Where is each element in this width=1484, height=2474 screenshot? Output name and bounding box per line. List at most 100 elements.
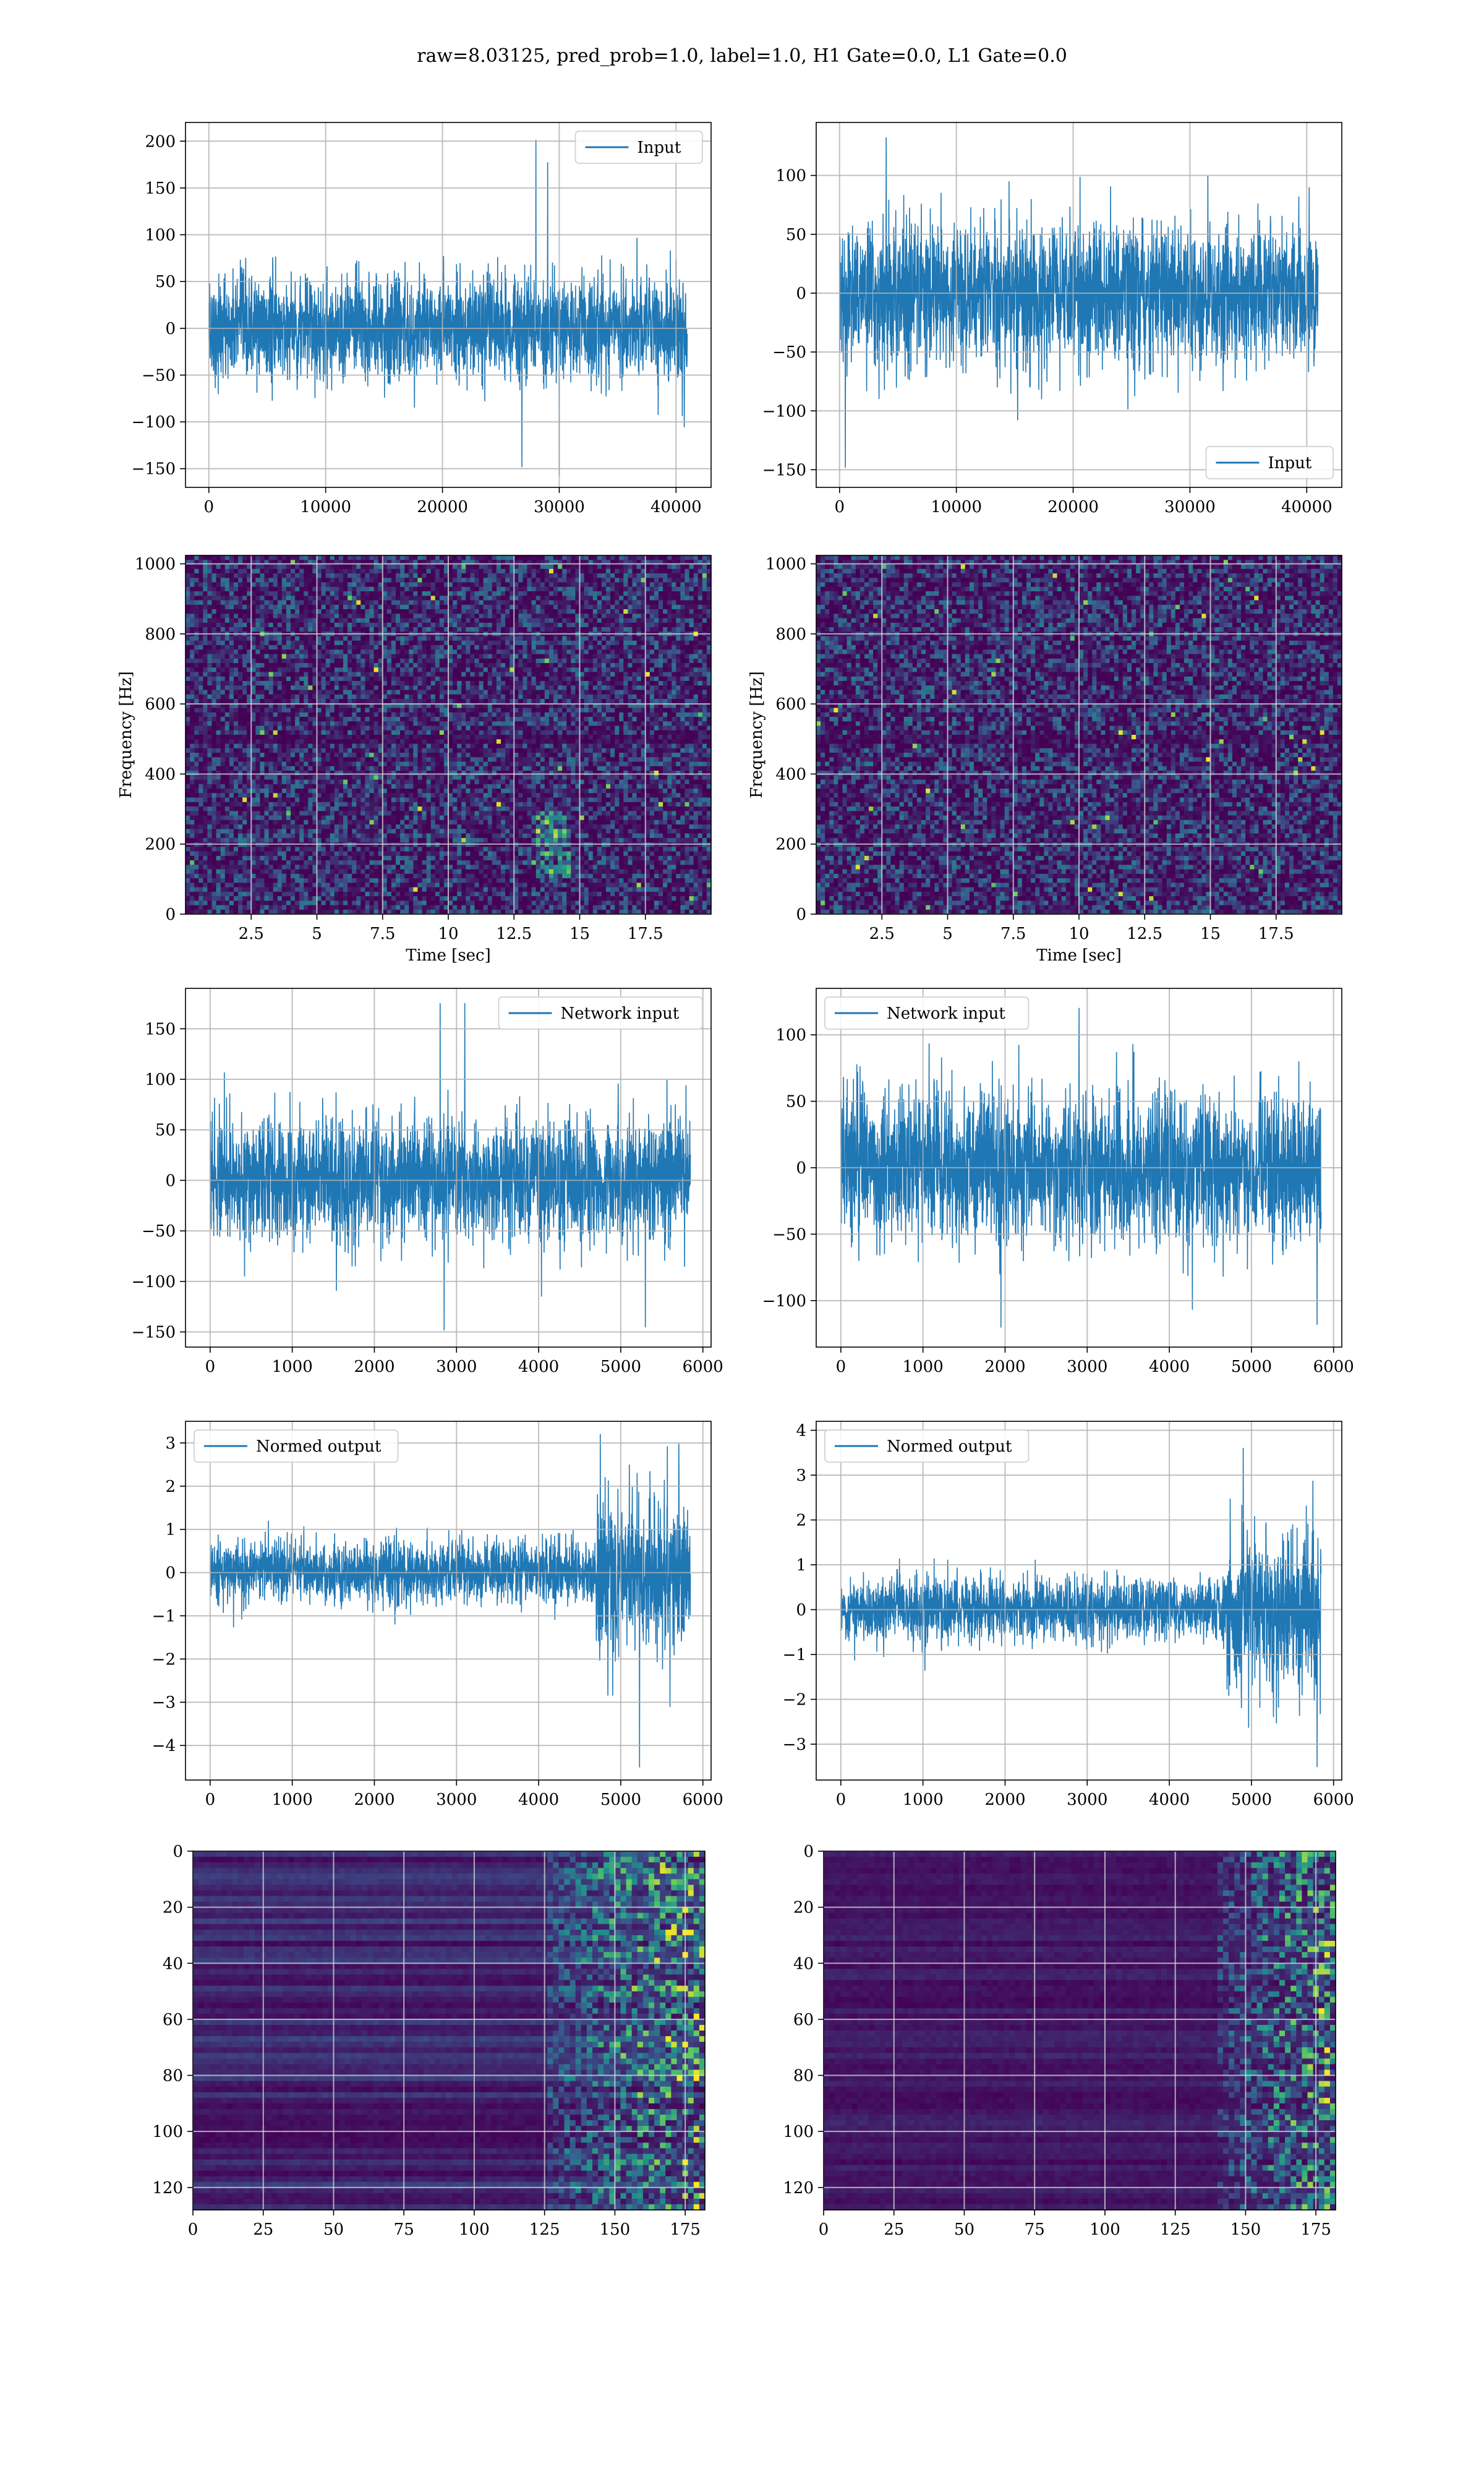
x-tick-label: 4000 — [518, 1791, 559, 1809]
y-tick-label: 0 — [165, 1564, 176, 1583]
y-tick-label: 2 — [796, 1512, 806, 1530]
y-tick-label: −1 — [783, 1646, 806, 1664]
x-tick-label: 40000 — [1281, 498, 1333, 516]
y-axis-label: Frequency [Hz] — [117, 671, 135, 798]
y-tick-label: −100 — [132, 413, 176, 432]
x-tick-label: 150 — [600, 2220, 631, 2239]
x-tick-label: 5 — [312, 925, 322, 943]
y-tick-label: −4 — [152, 1737, 176, 1755]
x-tick-label: 10 — [1068, 925, 1089, 943]
x-tick-label: 17.5 — [628, 925, 663, 943]
x-tick-label: 4000 — [518, 1358, 559, 1376]
y-tick-label: 0 — [165, 320, 176, 338]
axes-frame — [823, 1851, 1336, 2211]
y-tick-label: −100 — [762, 1292, 806, 1311]
x-tick-label: 40000 — [650, 498, 702, 516]
x-tick-label: 10000 — [300, 498, 351, 516]
x-tick-label: 10 — [438, 925, 458, 943]
x-tick-label: 1000 — [903, 1791, 944, 1809]
x-tick-label: 3000 — [1067, 1791, 1107, 1809]
y-tick-label: −3 — [152, 1693, 176, 1712]
x-tick-label: 2000 — [354, 1358, 394, 1376]
x-tick-label: 100 — [1090, 2220, 1120, 2239]
y-tick-label: 80 — [793, 2067, 814, 2086]
y-tick-label: 1 — [796, 1556, 806, 1575]
x-tick-label: 175 — [1300, 2220, 1331, 2239]
legend-label: Input — [638, 139, 681, 157]
x-tick-label: 25 — [253, 2220, 273, 2239]
subplot-8: 0 1000 2000 3000 4000 5000 6000 −3 −2 −1 0 1 2 3 4 Norm… — [783, 1421, 1354, 1809]
y-tick-label: −150 — [132, 1323, 176, 1342]
x-tick-label: 12.5 — [1127, 925, 1162, 943]
y-tick-label: 0 — [796, 1601, 806, 1620]
subplot-3: 2.5 5 7.5 10 12.5 15 17.5 0 200 400 600 800 1000 Time… — [117, 555, 712, 965]
y-tick-label: 50 — [155, 273, 176, 291]
x-tick-label: 50 — [954, 2220, 974, 2239]
x-tick-label: 0 — [836, 1358, 846, 1376]
legend-label: Normed output — [887, 1437, 1012, 1456]
x-tick-label: 15 — [569, 925, 590, 943]
x-tick-label: 20000 — [1047, 498, 1099, 516]
y-tick-label: 100 — [145, 226, 176, 245]
series-line — [210, 1434, 691, 1768]
y-tick-label: −100 — [132, 1273, 176, 1291]
y-tick-label: −3 — [783, 1736, 806, 1754]
x-tick-label: 12.5 — [496, 925, 532, 943]
x-axis-label: Time [sec] — [406, 946, 491, 965]
y-tick-label: 100 — [775, 1026, 806, 1045]
legend-label: Normed output — [256, 1437, 382, 1456]
series-line — [840, 1008, 1322, 1328]
axes-frame — [816, 122, 1342, 488]
legend: Normed output — [824, 1429, 1030, 1463]
y-tick-label: 80 — [163, 2067, 183, 2086]
legend-box — [1205, 446, 1334, 479]
axes-frame — [185, 122, 712, 488]
y-tick-label: −2 — [152, 1650, 176, 1669]
y-tick-label: 100 — [783, 2123, 814, 2141]
y-tick-label: 0 — [165, 905, 176, 924]
y-tick-label: 0 — [173, 1843, 183, 1861]
y-tick-label: 600 — [775, 695, 806, 714]
x-tick-label: 3000 — [436, 1358, 477, 1376]
x-tick-label: 6000 — [683, 1358, 723, 1376]
x-tick-label: 5000 — [1231, 1358, 1272, 1376]
subplot-2: 0 10000 20000 30000 40000 −150 −100 −50 0 50 100 In… — [762, 122, 1342, 516]
legend: Network input — [498, 996, 703, 1030]
x-tick-label: 1000 — [903, 1358, 944, 1376]
x-tick-label: 175 — [670, 2220, 701, 2239]
y-tick-label: 100 — [775, 167, 806, 186]
subplot-5: 0 1000 2000 3000 4000 5000 6000 −150 −100 −50 0 50 1… — [132, 988, 723, 1376]
x-tick-label: 25 — [884, 2220, 904, 2239]
x-tick-label: 5000 — [600, 1791, 641, 1809]
subplot-9: 0 25 50 75 100 125 150 175 0 20 40 60 80 100 120 — [152, 1843, 706, 2239]
y-tick-label: 200 — [145, 836, 176, 854]
x-tick-label: 4000 — [1149, 1791, 1190, 1809]
x-tick-label: 2000 — [984, 1791, 1025, 1809]
y-tick-label: 400 — [145, 765, 176, 784]
y-tick-label: 200 — [145, 132, 176, 151]
y-tick-label: 600 — [145, 695, 176, 714]
y-axis-label: Frequency [Hz] — [748, 671, 766, 798]
legend-box — [194, 1429, 399, 1463]
y-tick-label: 4 — [796, 1422, 806, 1440]
x-tick-label: 5000 — [1231, 1791, 1272, 1809]
subplot-1: 0 10000 20000 30000 40000 −150 −100 −50 0 50 100 15… — [132, 122, 712, 516]
figure-title: raw=8.03125, pred_prob=1.0, label=1.0, H… — [417, 45, 1067, 67]
x-tick-label: 20000 — [417, 498, 468, 516]
axes-frame — [192, 1851, 706, 2211]
x-tick-label: 17.5 — [1258, 925, 1294, 943]
x-tick-label: 3000 — [1067, 1358, 1107, 1376]
y-tick-label: −50 — [142, 366, 176, 385]
x-tick-label: 7.5 — [1000, 925, 1026, 943]
y-tick-label: 100 — [152, 2123, 183, 2141]
y-tick-label: −150 — [132, 460, 176, 479]
activation-image — [193, 1851, 706, 2211]
subplot-grid: 0 10000 20000 30000 40000−150−100−5005010015… — [117, 122, 1354, 2239]
axes-frame — [816, 1421, 1342, 1781]
y-tick-label: 800 — [145, 625, 176, 644]
x-tick-label: 3000 — [436, 1791, 477, 1809]
y-tick-label: 120 — [152, 2179, 183, 2198]
subplot-7: 0 1000 2000 3000 4000 5000 6000 −4 −3 −2 −1 0 1 2 3 Nor… — [152, 1421, 723, 1809]
y-tick-label: 3 — [796, 1466, 806, 1485]
legend: Input — [1205, 446, 1334, 479]
